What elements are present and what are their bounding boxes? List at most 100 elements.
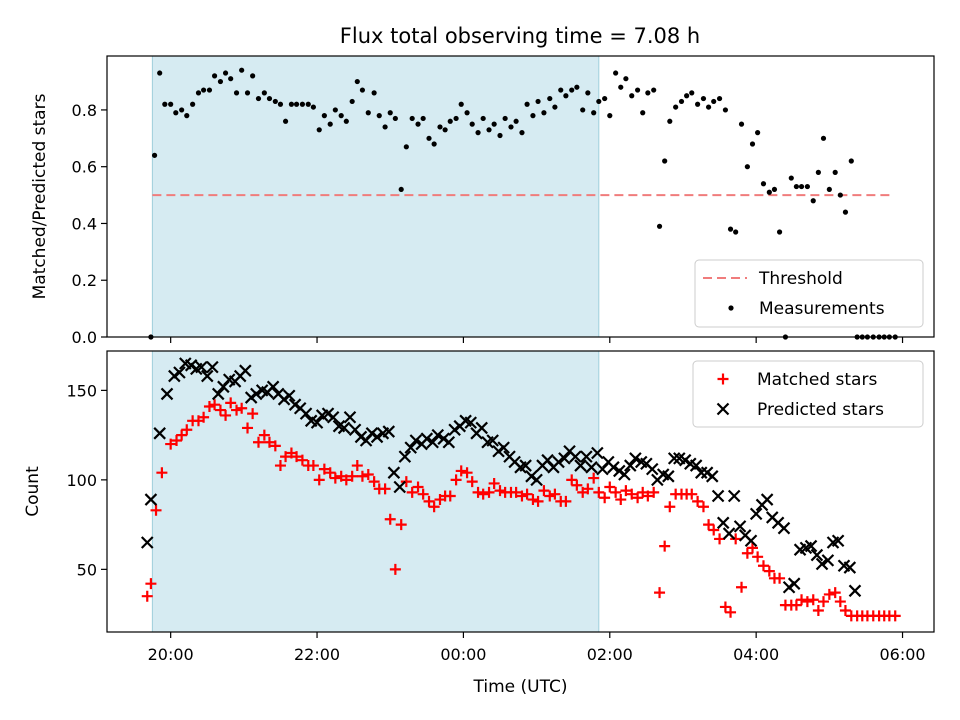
predicted-star-point xyxy=(585,461,598,474)
matched-star-point xyxy=(156,467,168,479)
measurement-point xyxy=(607,113,613,119)
matched-star-point xyxy=(801,596,813,608)
measurement-point xyxy=(343,118,349,124)
predicted-star-point xyxy=(382,425,396,438)
measurement-point xyxy=(689,90,695,96)
matched-star-point xyxy=(790,599,802,611)
matched-star-point xyxy=(220,409,232,421)
matched-star-point xyxy=(642,490,654,502)
measurement-point xyxy=(810,198,816,204)
matched-star-point xyxy=(807,594,819,606)
legend-box xyxy=(692,360,924,428)
measurement-point xyxy=(705,104,712,110)
figure-title: Flux total observing time = 7.08 h xyxy=(340,24,700,48)
measurement-point xyxy=(491,121,497,127)
measurement-point xyxy=(842,209,849,215)
measurement-point xyxy=(201,87,207,93)
matched-star-point xyxy=(719,601,731,613)
matched-star-point xyxy=(444,490,456,502)
matched-star-point xyxy=(307,460,319,472)
predicted-star-point xyxy=(645,462,659,476)
predicted-star-point xyxy=(343,410,357,424)
predicted-star-point xyxy=(404,441,417,454)
measurement-point xyxy=(327,121,333,127)
matched-star-point xyxy=(521,488,533,500)
predicted-star-point xyxy=(760,493,774,506)
measurement-point xyxy=(832,169,838,175)
matched-star-point xyxy=(242,422,254,434)
matched-star-point xyxy=(176,429,188,441)
top-y-tick-label: 0.0 xyxy=(72,328,97,347)
measurement-point xyxy=(233,90,240,96)
matched-star-point xyxy=(725,606,737,618)
measurement-point xyxy=(157,70,163,76)
predicted-star-point xyxy=(711,489,725,503)
measurement-point xyxy=(563,93,569,99)
predicted-star-point xyxy=(821,554,835,567)
predicted-star-point xyxy=(464,416,478,429)
bottom-panel: 50 100 150 20:00 22:00 00:00 02:00 04:00 06:00 C… xyxy=(23,350,935,697)
matched-star-point xyxy=(145,578,157,590)
predicted-star-point xyxy=(475,421,488,435)
matched-star-point xyxy=(150,504,162,516)
measurement-point xyxy=(480,115,486,122)
predicted-star-point xyxy=(519,459,532,472)
x-tick-label: 04:00 xyxy=(733,645,779,664)
measurement-point xyxy=(848,158,854,164)
matched-star-point xyxy=(763,565,775,577)
matched-star-point xyxy=(291,451,303,463)
measurement-point xyxy=(623,76,629,82)
matched-star-point xyxy=(214,404,226,416)
matched-star-point xyxy=(236,402,248,414)
matched-star-point xyxy=(708,524,720,536)
predicted-star-point xyxy=(370,430,384,444)
measurements-legend-label: Measurements xyxy=(759,299,885,319)
measurement-point xyxy=(591,110,597,116)
measurement-point xyxy=(776,229,783,235)
measurement-point xyxy=(299,101,306,107)
measurement-point xyxy=(437,124,443,130)
matched-star-point xyxy=(796,594,808,606)
measurement-point xyxy=(738,121,745,127)
matched-star-point xyxy=(165,438,177,450)
measurement-point xyxy=(447,118,453,124)
predicted-star-point xyxy=(705,470,719,483)
top-y-tick-label: 0.4 xyxy=(72,214,97,233)
measurement-point xyxy=(684,93,690,99)
measurement-point xyxy=(458,101,464,107)
predicted-star-point xyxy=(552,455,565,469)
measurement-point xyxy=(431,141,437,147)
predicted-star-point xyxy=(689,459,703,472)
predicted-star-point xyxy=(173,366,186,379)
predicted-star-point xyxy=(831,534,845,547)
predicted-star-point xyxy=(810,548,824,562)
top-legend: Threshold Measurements xyxy=(694,259,924,328)
matched-stars-legend-label: Matched stars xyxy=(757,370,877,390)
predicted-star-point xyxy=(716,516,730,530)
measurement-point xyxy=(453,115,459,122)
measurement-point xyxy=(602,95,608,102)
measurement-point xyxy=(793,183,800,190)
matched-star-point xyxy=(313,474,325,486)
measurement-point xyxy=(508,124,514,130)
matched-star-point xyxy=(483,486,495,498)
predicted-star-point xyxy=(211,387,225,401)
matched-star-point xyxy=(839,605,851,617)
matched-star-point xyxy=(351,460,363,472)
measurement-point xyxy=(310,104,316,110)
measurements-legend-marker xyxy=(728,305,734,311)
matched-star-point xyxy=(488,477,500,489)
measurement-point xyxy=(168,101,174,107)
measurement-point xyxy=(261,90,267,96)
measurement-point xyxy=(755,130,761,136)
matched-star-point xyxy=(318,463,330,475)
bottom-legend: Matched stars Predicted stars xyxy=(692,360,924,428)
measurement-point xyxy=(552,104,558,110)
matched-star-point xyxy=(654,587,666,599)
matched-star-point xyxy=(280,451,292,463)
measurement-point xyxy=(321,113,327,119)
measurement-point xyxy=(651,87,657,93)
predicted-star-point xyxy=(580,450,593,463)
measurement-point xyxy=(173,110,179,116)
measurement-point xyxy=(519,130,525,136)
